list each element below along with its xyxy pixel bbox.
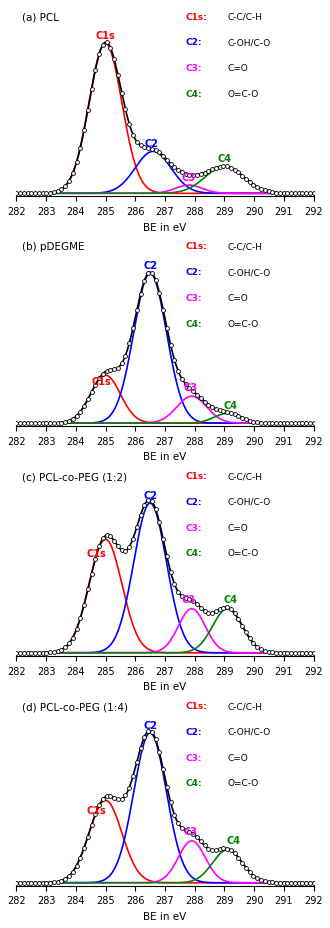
Text: C1s:: C1s: — [186, 471, 208, 481]
Text: O=C-O: O=C-O — [227, 319, 259, 329]
Text: C2: C2 — [143, 720, 157, 730]
Text: C1s: C1s — [87, 806, 107, 816]
Text: C4:: C4: — [186, 90, 202, 98]
Text: C4:: C4: — [186, 548, 202, 558]
Text: C2:: C2: — [186, 727, 202, 736]
Text: C-OH/C-O: C-OH/C-O — [227, 268, 271, 277]
Text: C-C/C-H: C-C/C-H — [227, 702, 262, 710]
Text: C-OH/C-O: C-OH/C-O — [227, 38, 271, 47]
Text: (a) PCL: (a) PCL — [22, 13, 59, 22]
Text: C2:: C2: — [186, 38, 202, 47]
Text: O=C-O: O=C-O — [227, 548, 259, 558]
Text: C1s:: C1s: — [186, 702, 208, 710]
Text: O=C-O: O=C-O — [227, 779, 259, 787]
Text: C3: C3 — [183, 827, 197, 836]
Text: C4:: C4: — [186, 779, 202, 787]
X-axis label: BE in eV: BE in eV — [143, 452, 187, 462]
Text: C-C/C-H: C-C/C-H — [227, 471, 262, 481]
Text: C3:: C3: — [186, 293, 202, 303]
Text: C-OH/C-O: C-OH/C-O — [227, 497, 271, 507]
Text: C4: C4 — [217, 154, 232, 164]
Text: C1s:: C1s: — [186, 242, 208, 251]
Text: C3:: C3: — [186, 753, 202, 762]
Text: C=O: C=O — [227, 293, 248, 303]
Text: C4: C4 — [223, 400, 238, 410]
Text: O=C-O: O=C-O — [227, 90, 259, 98]
Text: C3:: C3: — [186, 523, 202, 532]
Text: C1s: C1s — [91, 376, 111, 386]
X-axis label: BE in eV: BE in eV — [143, 911, 187, 922]
Text: C-C/C-H: C-C/C-H — [227, 242, 262, 251]
X-axis label: BE in eV: BE in eV — [143, 223, 187, 232]
Text: C=O: C=O — [227, 523, 248, 532]
Text: C=O: C=O — [227, 64, 248, 73]
Text: C1s: C1s — [87, 548, 107, 559]
Text: C=O: C=O — [227, 753, 248, 762]
Text: C3: C3 — [183, 382, 197, 393]
Text: C4: C4 — [223, 594, 238, 604]
X-axis label: BE in eV: BE in eV — [143, 681, 187, 691]
Text: C2: C2 — [145, 139, 159, 149]
Text: C4:: C4: — [186, 319, 202, 329]
Text: C2: C2 — [143, 490, 157, 500]
Text: C1s: C1s — [96, 32, 115, 42]
Text: (b) pDEGME: (b) pDEGME — [22, 242, 85, 252]
Text: C2: C2 — [143, 261, 157, 271]
Text: C3: C3 — [182, 594, 196, 604]
Text: (d) PCL-co-PEG (1:4): (d) PCL-co-PEG (1:4) — [22, 702, 128, 712]
Text: C3:: C3: — [186, 64, 202, 73]
Text: C-OH/C-O: C-OH/C-O — [227, 727, 271, 736]
Text: C2:: C2: — [186, 268, 202, 277]
Text: C-C/C-H: C-C/C-H — [227, 13, 262, 21]
Text: (c) PCL-co-PEG (1:2): (c) PCL-co-PEG (1:2) — [22, 471, 127, 482]
Text: C3: C3 — [182, 173, 196, 183]
Text: C1s:: C1s: — [186, 13, 208, 21]
Text: C2:: C2: — [186, 497, 202, 507]
Text: C4: C4 — [226, 835, 241, 845]
